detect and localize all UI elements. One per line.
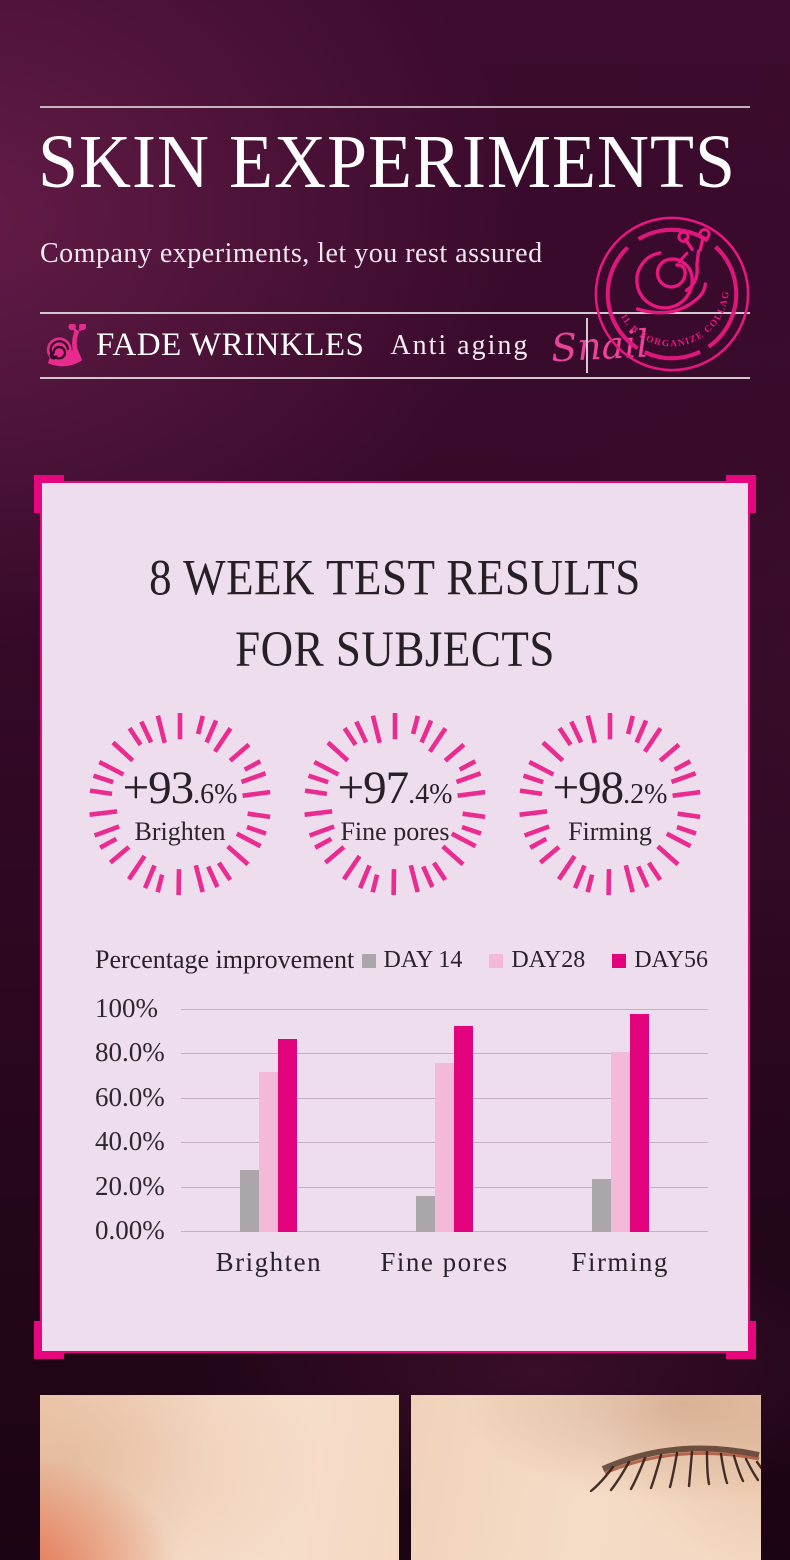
badge-label: Fine pores [340, 817, 450, 846]
gridline [181, 1053, 708, 1055]
badge-value: +98 .2% [553, 761, 668, 815]
badge-value: +93 .6% [123, 761, 238, 815]
bar-day56-firming [629, 1014, 649, 1232]
badge-brighten: +93 .6% Brighten [85, 709, 275, 899]
feature-bar: FADE WRINKLES Anti aging Snail [40, 312, 750, 379]
bar-day28-brighten [259, 1072, 279, 1232]
legend-item-day14: DAY 14 [361, 947, 463, 974]
badge-value-main: +97 [337, 762, 410, 814]
eyelashes-illustration [589, 1445, 761, 1493]
panel-heading-line2: FOR SUBJECTS [235, 621, 555, 678]
dash-ring-icon [304, 713, 486, 896]
badge-text: +97 .4% Fine pores [300, 709, 490, 899]
badge-value-frac: .2% [623, 779, 668, 810]
panel-heading: 8 WEEK TEST RESULTS FOR SUBJECTS [40, 543, 750, 686]
badge-value: +97 .4% [338, 761, 453, 815]
badge-label: Brighten [134, 817, 226, 846]
dash-ring-icon [89, 713, 271, 896]
bar-day28-firming [610, 1052, 630, 1232]
y-tick-label: 40.0% [95, 1126, 165, 1157]
category-label: Firming [571, 1247, 669, 1277]
panel-content: 8 WEEK TEST RESULTS FOR SUBJECTS +93 .6%… [40, 481, 750, 1353]
badge-value-main: +98 [552, 762, 625, 814]
skin-photos [0, 1395, 790, 1560]
page-subtitle: Company experiments, let you rest assure… [40, 238, 543, 269]
badge-label: Firming [568, 817, 652, 846]
legend-label: DAY28 [511, 947, 586, 973]
feature-label: FADE WRINKLES [96, 327, 365, 363]
legend-item-day28: DAY28 [489, 947, 585, 974]
feature-sub-label: Anti aging [390, 329, 530, 361]
eye-closeup-photo-right [411, 1395, 761, 1560]
feature-bar-content: FADE WRINKLES Anti aging Snail [40, 314, 650, 377]
badge-fine-pores: +97 .4% Fine pores [300, 709, 490, 899]
chart-category-labels: Brighten Fine pores Firming [181, 1247, 708, 1278]
badge-value-main: +93 [122, 762, 195, 814]
legend-swatch-icon [612, 953, 627, 968]
dash-ring-icon [519, 713, 701, 896]
legend-swatch-icon [489, 953, 504, 968]
bar-group-brighten [181, 1010, 357, 1232]
legend-label: DAY 14 [383, 947, 463, 973]
svg-text:SNAIL B EORGANIZE COLLAGEN: SNAIL B EORGANIZE COLLAGEN [575, 197, 740, 364]
legend-swatch-icon [361, 953, 376, 968]
legend-item-day56: DAY56 [612, 947, 708, 974]
bar-day14-fine-pores [416, 1196, 435, 1232]
chart-legend: DAY 14 DAY28 DAY56 [361, 947, 708, 974]
badge-text: +98 .2% Firming [515, 709, 705, 899]
badge-value-frac: .4% [408, 779, 453, 810]
y-tick-label: 60.0% [95, 1081, 165, 1112]
result-badges: +93 .6% Brighten +97 .4% Fine pores [40, 709, 750, 899]
bar-day56-brighten [278, 1038, 298, 1232]
y-tick-label: 100% [95, 993, 158, 1023]
y-tick-label: 80.0% [95, 1037, 165, 1068]
snail-collagen-seal-stamp: SNAIL B EORGANIZE COLLAGEN [575, 197, 750, 372]
gridline [181, 1009, 708, 1010]
bar-day28-fine-pores [435, 1063, 454, 1232]
feature-vertical-divider [586, 318, 588, 373]
y-tick-label: 0.00% [95, 1215, 165, 1245]
panel-heading-line1: 8 WEEK TEST RESULTS [149, 549, 641, 606]
legend-label: DAY56 [634, 947, 708, 973]
page-title: SKIN EXPERIMENTS [38, 119, 737, 204]
bar-day14-firming [591, 1178, 611, 1232]
bar-day14-brighten [240, 1169, 260, 1232]
badge-firming: +98 .2% Firming [515, 709, 705, 899]
y-tick-label: 20.0% [95, 1170, 165, 1201]
badge-value-frac: .6% [193, 779, 238, 810]
chart-plot-area [181, 1009, 708, 1232]
bar-day56-fine-pores [454, 1025, 473, 1232]
bar-group-firming [532, 1010, 708, 1232]
category-label: Fine pores [380, 1247, 509, 1277]
category-label: Brighten [215, 1247, 323, 1277]
results-panel: 8 WEEK TEST RESULTS FOR SUBJECTS +93 .6%… [34, 475, 756, 1359]
skin-closeup-photo-left [40, 1395, 399, 1560]
snail-icon [46, 323, 86, 366]
chart-title: Percentage improvement [95, 945, 355, 974]
badge-text: +93 .6% Brighten [85, 709, 275, 899]
bar-group-fine-pores [357, 1010, 533, 1232]
top-divider-line [40, 106, 750, 108]
stamp-text: SNAIL B EORGANIZE COLLAGEN [575, 197, 740, 364]
